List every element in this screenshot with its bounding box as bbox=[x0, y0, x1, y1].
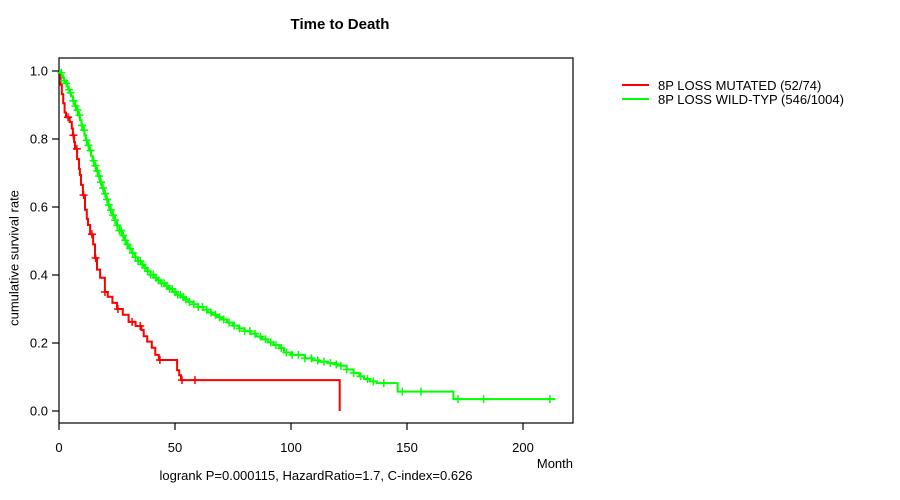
legend-label-mutated: 8P LOSS MUTATED (52/74) bbox=[658, 77, 822, 93]
legend-item-wild-typ: 8P LOSS WILD-TYP (546/1004) bbox=[622, 91, 844, 107]
y-tick-label: 0.6 bbox=[30, 200, 48, 215]
x-tick-label: 150 bbox=[396, 440, 418, 455]
y-tick-label: 0.0 bbox=[30, 404, 48, 419]
y-tick-label: 0.2 bbox=[30, 336, 48, 351]
x-tick-label: 50 bbox=[168, 440, 182, 455]
legend-item-mutated: 8P LOSS MUTATED (52/74) bbox=[622, 77, 844, 93]
legend-label-wild-typ: 8P LOSS WILD-TYP (546/1004) bbox=[658, 91, 844, 107]
legend-line-green bbox=[622, 98, 649, 100]
plot-box bbox=[58, 57, 574, 424]
x-axis-label: Month bbox=[536, 456, 573, 471]
x-axis: 0 50 100 150 200 bbox=[55, 423, 534, 455]
x-tick-label: 0 bbox=[55, 440, 62, 455]
chart-title: Time to Death bbox=[290, 16, 390, 33]
survival-curve bbox=[59, 70, 341, 411]
stats-annotation: logrank P=0.000115, HazardRatio=1.7, C-i… bbox=[159, 468, 473, 483]
series-wild-typ bbox=[57, 68, 556, 404]
y-tick-label: 1.0 bbox=[30, 64, 48, 79]
legend: 8P LOSS MUTATED (52/74) 8P LOSS WILD-TYP… bbox=[622, 77, 844, 107]
x-tick-label: 100 bbox=[280, 440, 302, 455]
survival-curve bbox=[59, 70, 556, 401]
series-mutated bbox=[59, 70, 341, 411]
legend-line-red bbox=[622, 84, 649, 86]
y-tick-label: 0.8 bbox=[30, 132, 48, 147]
x-tick-label: 200 bbox=[512, 440, 534, 455]
y-axis: 0.0 0.2 0.4 0.6 0.8 1.0 bbox=[30, 64, 59, 419]
y-tick-label: 0.4 bbox=[30, 268, 48, 283]
